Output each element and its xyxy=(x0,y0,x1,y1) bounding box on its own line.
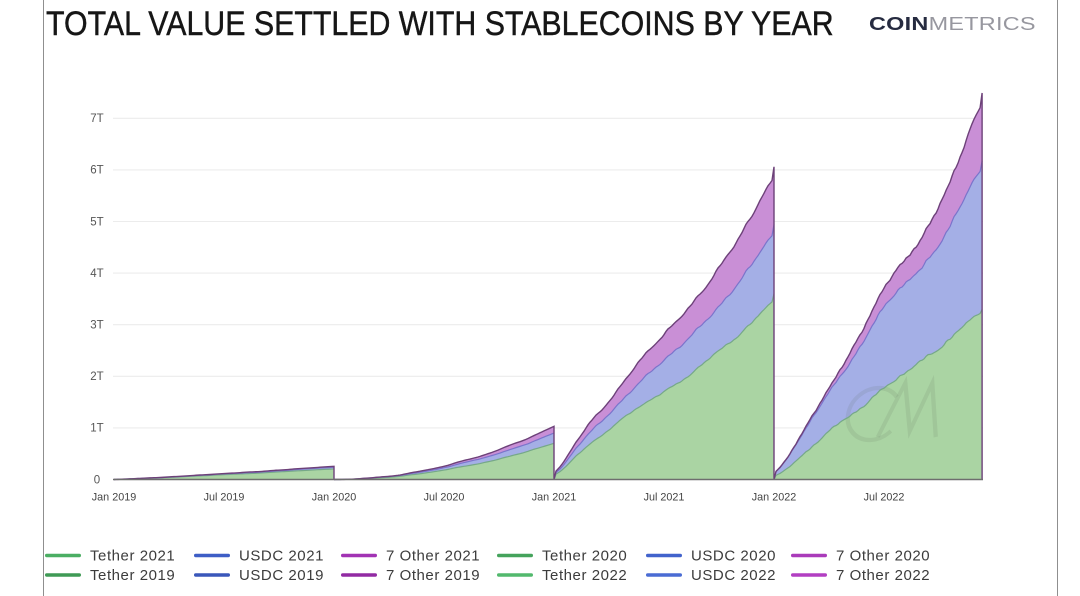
svg-text:USDC 2021: USDC 2021 xyxy=(239,548,324,565)
svg-text:Jan 2021: Jan 2021 xyxy=(532,492,576,504)
svg-text:1T: 1T xyxy=(90,423,103,435)
svg-text:Tether 2022: Tether 2022 xyxy=(542,567,627,584)
svg-text:Tether 2020: Tether 2020 xyxy=(542,548,627,565)
svg-text:Tether 2019: Tether 2019 xyxy=(90,567,175,584)
svg-text:Jul 2019: Jul 2019 xyxy=(204,492,245,504)
svg-text:Jul 2020: Jul 2020 xyxy=(424,492,465,504)
svg-text:6T: 6T xyxy=(90,165,103,177)
svg-text:7T: 7T xyxy=(90,113,103,125)
svg-text:Tether 2021: Tether 2021 xyxy=(90,548,175,565)
svg-text:Jan 2022: Jan 2022 xyxy=(752,492,796,504)
svg-text:0: 0 xyxy=(94,474,100,486)
svg-text:7 Other 2020: 7 Other 2020 xyxy=(836,548,930,565)
svg-text:Jan 2020: Jan 2020 xyxy=(312,492,356,504)
svg-text:USDC 2020: USDC 2020 xyxy=(691,548,776,565)
svg-text:7 Other 2021: 7 Other 2021 xyxy=(386,548,480,565)
svg-text:USDC 2022: USDC 2022 xyxy=(691,567,776,584)
svg-text:7 Other 2022: 7 Other 2022 xyxy=(836,567,930,584)
svg-text:USDC 2019: USDC 2019 xyxy=(239,567,324,584)
svg-text:7 Other 2019: 7 Other 2019 xyxy=(386,567,480,584)
svg-text:4T: 4T xyxy=(90,268,103,280)
svg-text:Jan 2019: Jan 2019 xyxy=(92,492,136,504)
svg-text:Jul 2022: Jul 2022 xyxy=(864,492,905,504)
svg-text:5T: 5T xyxy=(90,216,103,228)
svg-text:2T: 2T xyxy=(90,371,103,383)
svg-text:Jul 2021: Jul 2021 xyxy=(644,492,685,504)
svg-text:3T: 3T xyxy=(90,320,103,332)
